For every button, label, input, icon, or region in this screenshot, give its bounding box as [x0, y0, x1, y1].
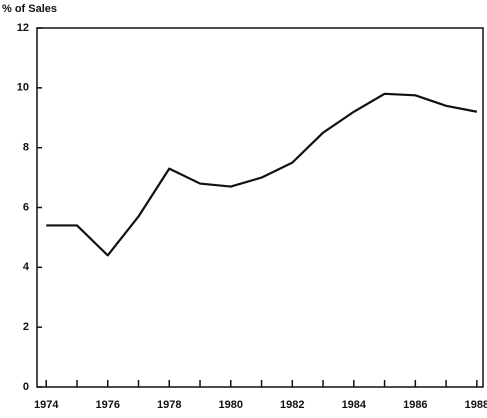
data-line	[46, 92, 478, 257]
x-tick-label: 1980	[219, 399, 243, 411]
x-tick-label: 1982	[280, 399, 304, 411]
y-axis-label: % of Sales	[2, 3, 57, 15]
x-tick-label: 1988	[465, 399, 487, 411]
y-tick-label: 10	[17, 82, 29, 94]
x-tick-label: 1976	[96, 399, 120, 411]
y-tick-label: 8	[23, 142, 29, 154]
y-tick-label: 2	[23, 321, 29, 333]
x-tick-label: 1974	[34, 399, 59, 411]
x-tick-label: 1986	[403, 399, 427, 411]
x-tick-label: 1984	[342, 399, 367, 411]
plot-frame	[36, 27, 484, 388]
y-tick-label: 12	[17, 22, 29, 34]
y-tick-label: 4	[23, 261, 30, 273]
x-tick-label: 1978	[157, 399, 181, 411]
y-tick-label: 6	[23, 201, 29, 213]
y-tick-label: 0	[23, 381, 29, 393]
